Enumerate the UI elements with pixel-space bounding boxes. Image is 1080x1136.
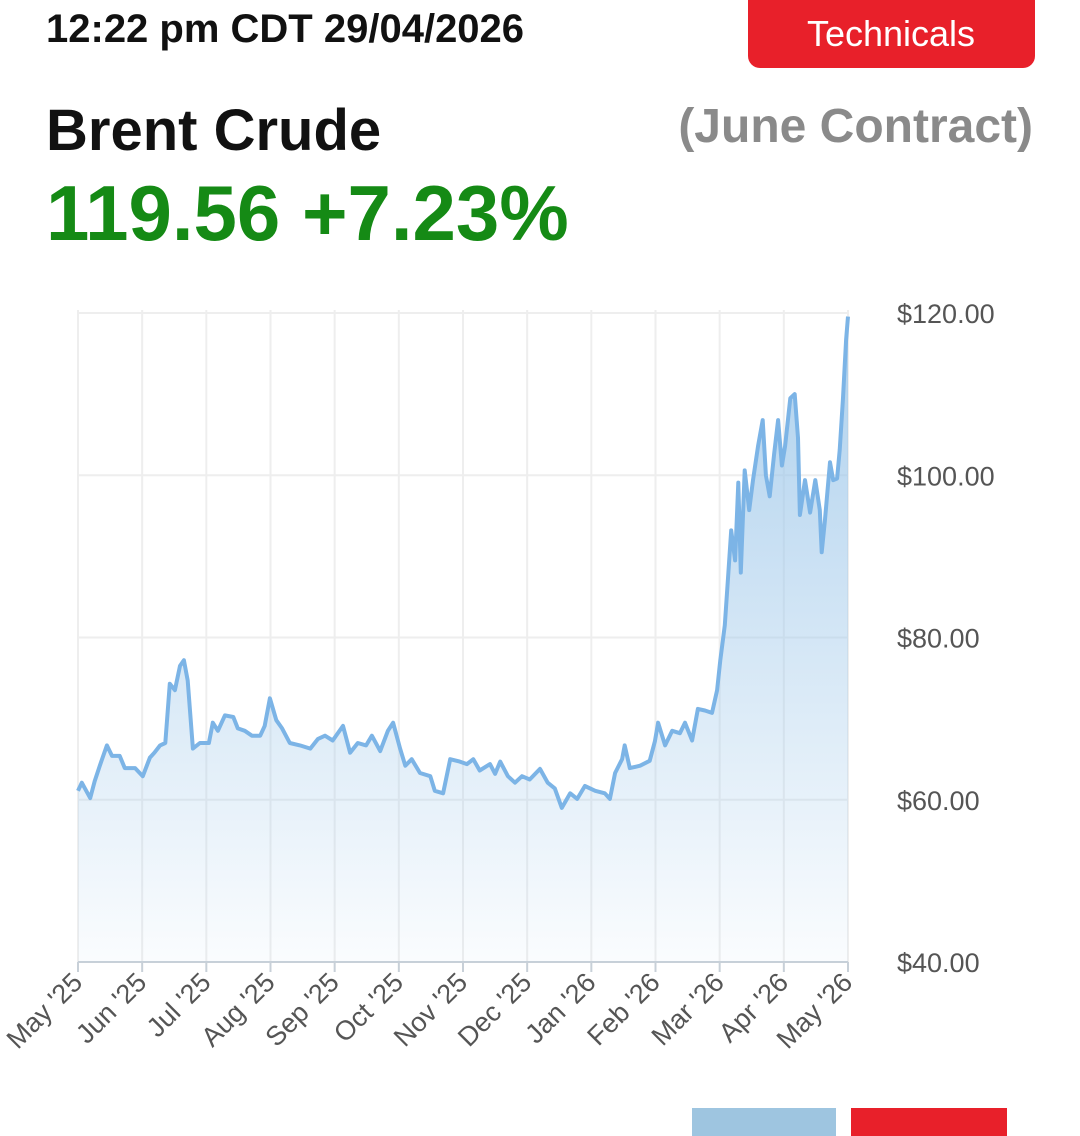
instrument-title: Brent Crude [46,98,381,163]
x-tick-label: Dec '25 [452,967,537,1052]
timestamp: 12:22 pm CDT 29/04/2026 [46,7,524,51]
technicals-label[interactable]: Technicals [807,13,975,54]
x-tick-label: Sep '25 [260,967,345,1052]
area [78,316,848,963]
x-tick-label: Jun '25 [70,967,152,1049]
y-tick-label: $120.00 [897,299,995,329]
contract-label: (June Contract) [678,100,1033,153]
price: 119.56 [46,169,280,257]
y-tick-label: $100.00 [897,461,995,491]
x-tick-label: Mar '26 [646,967,730,1051]
y-tick-label: $40.00 [897,948,980,978]
line [76,316,850,810]
price-text: 119.56 +7.23% [46,169,569,257]
change: +7.23% [302,169,569,257]
technicals-button[interactable] [748,0,1035,68]
chart: $40.00 $60.00 $80.00 $100.00 $120.00 May '25J… [1,299,995,1055]
legend-swatch [851,1108,1007,1136]
y-tick-label: $80.00 [897,624,980,654]
x-tick-label: May '25 [1,967,88,1054]
y-tick-label: $60.00 [897,786,980,816]
legend-swatch [692,1108,836,1136]
